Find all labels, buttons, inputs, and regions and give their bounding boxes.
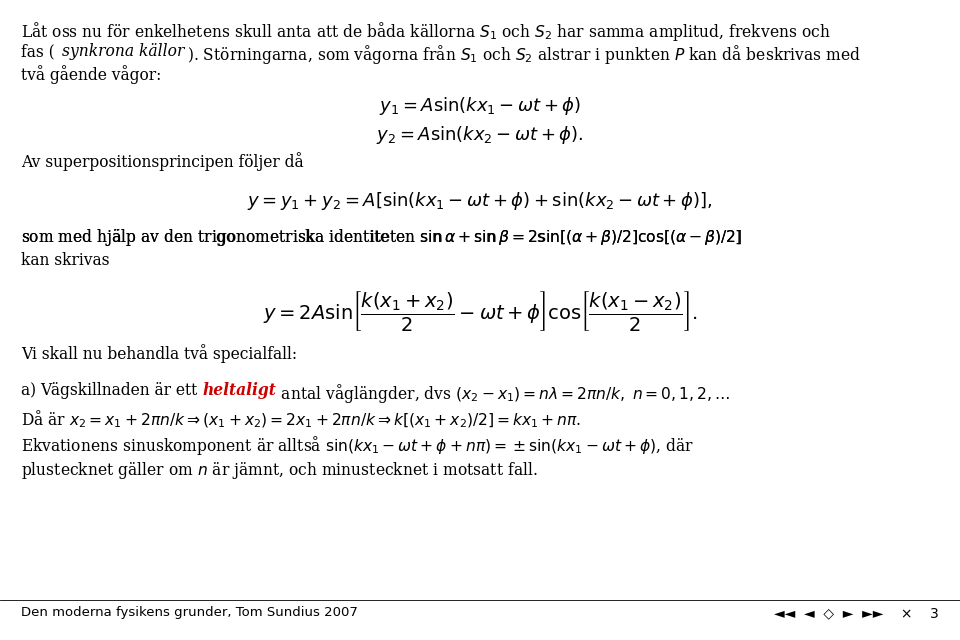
Text: $y_1 = A\sin(kx_1 - \omega t + \phi)$: $y_1 = A\sin(kx_1 - \omega t + \phi)$ <box>379 95 581 116</box>
Text: Av superpositionsprincipen följer då: Av superpositionsprincipen följer då <box>21 152 303 172</box>
Text: Låt oss nu för enkelhetens skull anta att de båda källorna $S_1$ och $S_2$ har s: Låt oss nu för enkelhetens skull anta at… <box>21 20 830 44</box>
Text: fas (: fas ( <box>21 43 55 60</box>
Text: plustecknet gäller om $n$ är jämnt, och minustecknet i motsatt fall.: plustecknet gäller om $n$ är jämnt, och … <box>21 460 538 481</box>
Text: Den moderna fysikens grunder, Tom Sundius 2007: Den moderna fysikens grunder, Tom Sundiu… <box>21 606 358 619</box>
Text: a) Vägskillnaden är ett: a) Vägskillnaden är ett <box>21 382 203 399</box>
Text: som med hj$\ddot{\rm a}$lp av den trigonometriska identiteten $\sin\alpha + \sin: som med hj$\ddot{\rm a}$lp av den trigon… <box>21 227 742 249</box>
Text: Ekvationens sinuskomponent är alltså $\sin(kx_1 - \omega t + \phi + n\pi) = \pm\: Ekvationens sinuskomponent är alltså $\s… <box>21 434 694 457</box>
Text: kan skrivas: kan skrivas <box>21 252 109 269</box>
Text: heltaligt: heltaligt <box>203 382 276 399</box>
Text: $y = y_1 + y_2 = A[\sin(kx_1 - \omega t + \phi) + \sin(kx_2 - \omega t + \phi)],: $y = y_1 + y_2 = A[\sin(kx_1 - \omega t … <box>248 190 712 212</box>
Text: Vi skall nu behandla två specialfall:: Vi skall nu behandla två specialfall: <box>21 344 298 364</box>
Text: $y = 2A\sin\!\left[\dfrac{k(x_1+x_2)}{2} - \omega t + \phi\right]\cos\!\left[\df: $y = 2A\sin\!\left[\dfrac{k(x_1+x_2)}{2}… <box>263 289 697 333</box>
Text: två gående vågor:: två gående vågor: <box>21 65 161 84</box>
Text: Då är $x_2 = x_1 + 2\pi n/k \Rightarrow (x_1+x_2) = 2x_1 + 2\pi n/k \Rightarrow : Då är $x_2 = x_1 + 2\pi n/k \Rightarrow … <box>21 408 582 429</box>
Text: $y_2 = A\sin(kx_2 - \omega t + \phi).$: $y_2 = A\sin(kx_2 - \omega t + \phi).$ <box>376 124 584 146</box>
Text: som med hjälp av den trigonometriska identiteten $\sin\alpha + \sin\beta = 2\sin: som med hjälp av den trigonometriska ide… <box>21 227 742 248</box>
Text: ). Störningarna, som vågorna från $S_1$ och $S_2$ alstrar i punkten $P$ kan då b: ). Störningarna, som vågorna från $S_1$ … <box>187 43 861 66</box>
Text: synkrona källor: synkrona källor <box>62 43 184 60</box>
Text: antal våglängder, dvs $(x_2-x_1) = n\lambda = 2\pi n/k,\; n = 0,1,2,\ldots$: antal våglängder, dvs $(x_2-x_1) = n\lam… <box>276 382 730 405</box>
Text: ◄◄  ◄  ◇  ►  ►►    ×    3: ◄◄ ◄ ◇ ► ►► × 3 <box>774 606 939 620</box>
